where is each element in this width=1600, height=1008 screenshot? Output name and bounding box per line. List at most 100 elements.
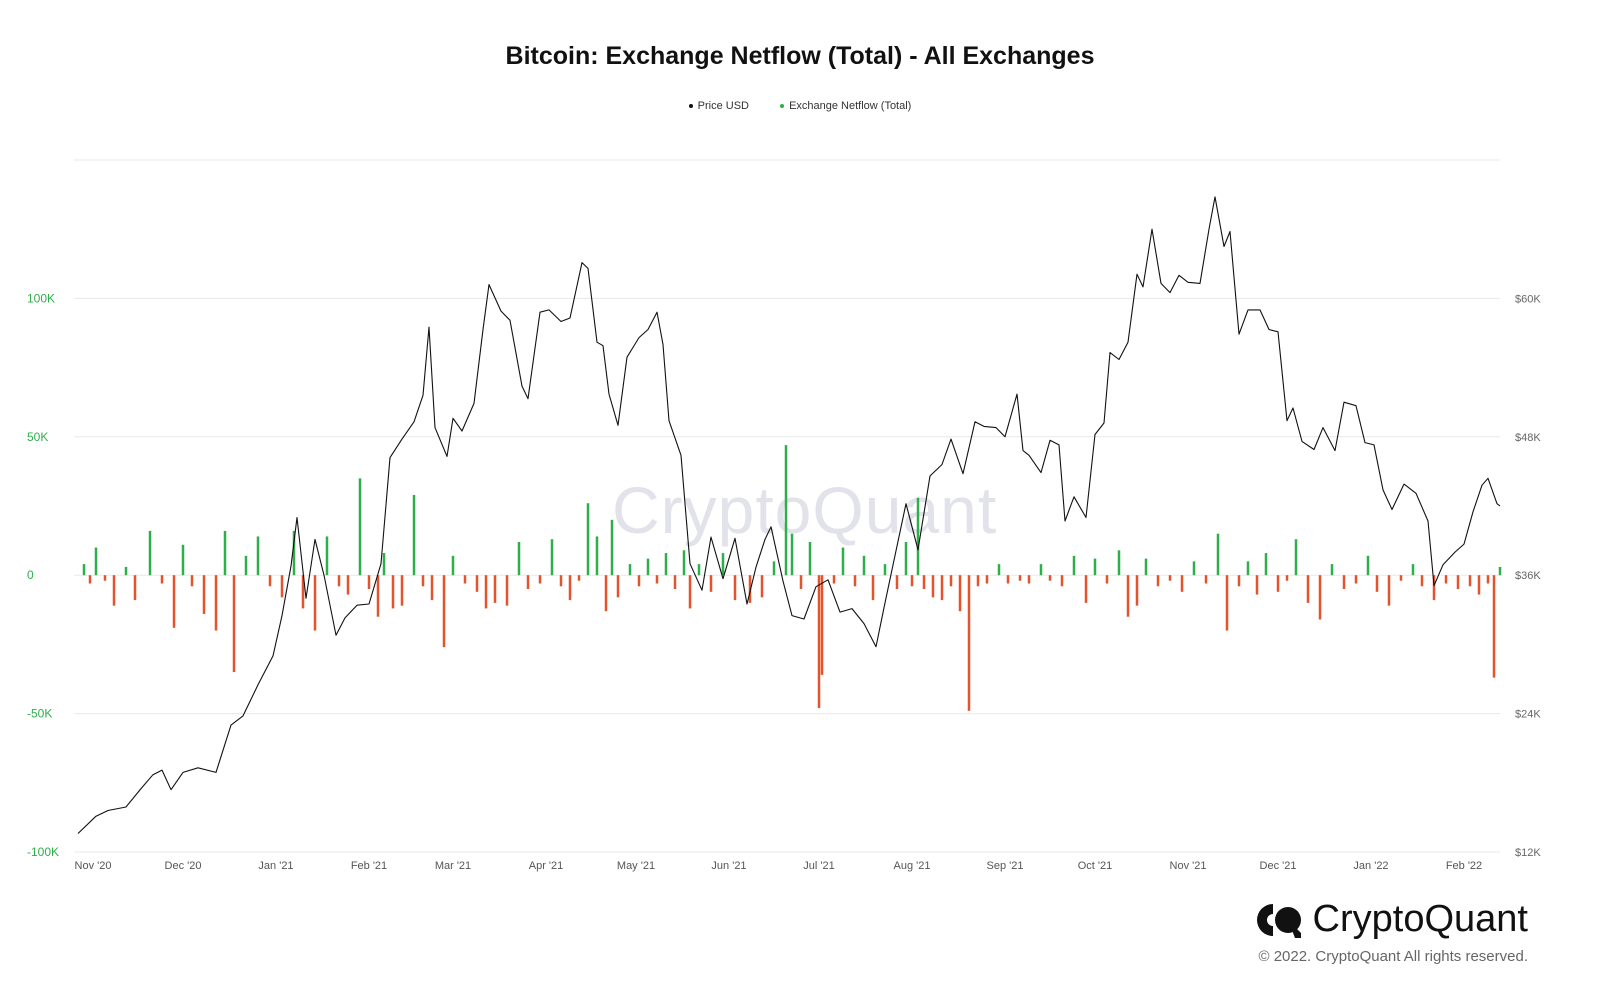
copyright-text: © 2022. CryptoQuant All rights reserved.	[1258, 948, 1528, 965]
netflow-bar	[586, 503, 590, 576]
netflow-bar	[88, 575, 92, 584]
netflow-bar	[1204, 575, 1208, 584]
netflow-bar	[1306, 575, 1310, 603]
x-axis-tick-label: Feb '22	[1446, 860, 1482, 872]
netflow-bar	[391, 575, 395, 609]
netflow-bar	[1411, 564, 1415, 576]
netflow-bar	[1246, 561, 1250, 576]
right-axis-tick-label: $60K	[1515, 293, 1541, 305]
netflow-bar	[550, 539, 554, 576]
right-axis-tick-label: $12K	[1515, 847, 1541, 859]
legend-item-netflow[interactable]: Exchange Netflow (Total)	[780, 100, 911, 112]
legend-dot-netflow	[780, 104, 785, 109]
netflow-bar	[1216, 533, 1220, 576]
right-axis-tick-label: $24K	[1515, 709, 1541, 721]
netflow-bar	[1330, 564, 1334, 576]
netflow-bar	[985, 575, 989, 584]
netflow-bar	[688, 575, 692, 609]
netflow-bar	[1072, 555, 1076, 576]
netflow-bar	[94, 547, 98, 576]
netflow-bar	[820, 575, 824, 675]
netflow-bar	[82, 564, 86, 576]
x-axis-tick-label: Dec '21	[1260, 860, 1297, 872]
netflow-bar	[1264, 553, 1268, 576]
right-axis-tick-label: $48K	[1515, 432, 1541, 444]
x-axis-tick-label: Nov '20	[75, 860, 112, 872]
netflow-bar	[376, 575, 380, 617]
netflow-bar	[421, 575, 425, 587]
netflow-bar	[772, 561, 776, 576]
x-axis-tick-label: Aug '21	[894, 860, 931, 872]
netflow-bar	[430, 575, 434, 601]
netflow-bar	[358, 478, 362, 576]
netflow-bar	[1048, 575, 1052, 581]
netflow-bar	[1039, 564, 1043, 576]
netflow-bar	[505, 575, 509, 606]
netflow-bar	[1492, 575, 1496, 678]
left-axis-tick-label: 0	[27, 568, 34, 582]
netflow-bar	[616, 575, 620, 598]
netflow-bar	[484, 575, 488, 609]
netflow-bar	[976, 575, 980, 587]
netflow-bar	[442, 575, 446, 648]
netflow-bar	[604, 575, 608, 612]
watermark: CryptoQuant	[612, 473, 998, 547]
x-axis-tick-label: Jun '21	[711, 860, 746, 872]
netflow-bar	[1354, 575, 1358, 584]
netflow-bar	[922, 575, 926, 590]
price-line	[77, 196, 1501, 834]
netflow-bar	[1294, 539, 1298, 576]
netflow-bar	[190, 575, 194, 587]
price-line-layer	[77, 196, 1501, 834]
netflow-bar	[916, 497, 920, 576]
netflow-bar	[538, 575, 542, 584]
netflow-bar	[244, 555, 248, 576]
netflow-bar	[160, 575, 164, 584]
netflow-bar	[1420, 575, 1424, 587]
netflow-bar	[124, 566, 128, 576]
legend-dot-price	[688, 104, 693, 109]
netflow-bar	[280, 575, 284, 598]
netflow-bar	[841, 547, 845, 576]
netflow-bar	[1135, 575, 1139, 606]
netflow-bar	[940, 575, 944, 601]
cryptoquant-logo-icon	[1256, 903, 1301, 938]
netflow-bar	[346, 575, 350, 595]
netflow-bar	[1432, 575, 1436, 601]
netflow-bar	[1117, 550, 1121, 576]
netflow-bar	[1156, 575, 1160, 587]
brand-name: CryptoQuant	[1312, 898, 1528, 940]
netflow-bars	[82, 445, 1502, 711]
x-axis-tick-label: Feb '21	[351, 860, 387, 872]
netflow-bar	[526, 575, 530, 590]
netflow-bar	[1084, 575, 1088, 603]
netflow-bar	[268, 575, 272, 587]
netflow-bar	[1318, 575, 1322, 620]
netflow-bar	[103, 575, 107, 581]
left-axis-tick-label: 100K	[27, 291, 55, 305]
netflow-bar	[832, 575, 836, 584]
netflow-bar	[367, 575, 371, 590]
netflow-bar	[451, 555, 455, 576]
netflow-bar	[181, 544, 185, 576]
netflow-bar	[475, 575, 479, 592]
netflow-bar	[1105, 575, 1109, 584]
chart-title: Bitcoin: Exchange Netflow (Total) - All …	[505, 42, 1095, 70]
netflow-bar	[337, 575, 341, 587]
netflow-bar	[1126, 575, 1130, 617]
netflow-bar	[412, 494, 416, 576]
x-axis-tick-label: Jan '21	[258, 860, 293, 872]
netflow-bar	[931, 575, 935, 598]
netflow-bar	[664, 553, 668, 576]
netflow-bar	[997, 564, 1001, 576]
netflow-bar	[1375, 575, 1379, 592]
netflow-bar	[559, 575, 563, 587]
netflow-bar	[202, 575, 206, 614]
legend-item-price[interactable]: Price USD	[688, 100, 749, 112]
left-axis-tick-label: -100K	[27, 845, 59, 859]
netflow-bar	[799, 575, 803, 590]
netflow-bar	[673, 575, 677, 590]
netflow-bar	[400, 575, 404, 606]
netflow-bar	[1060, 575, 1064, 587]
